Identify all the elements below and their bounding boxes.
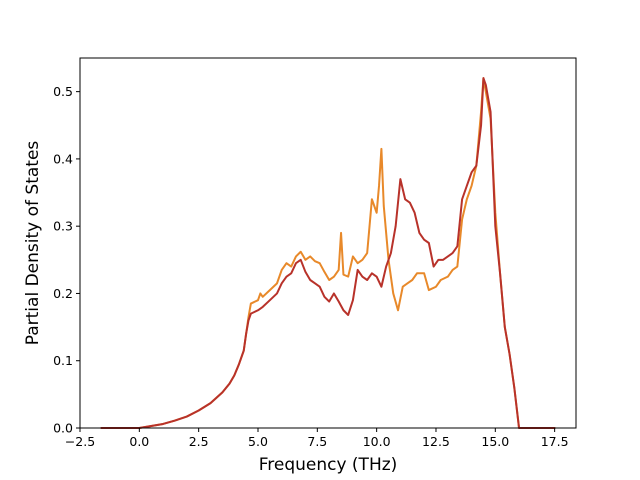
y-tick-label: 0.5 [53, 84, 73, 99]
x-tick-label: 15.0 [481, 434, 509, 449]
y-tick-label: 0.2 [53, 286, 73, 301]
y-axis-label: Partial Density of States [23, 141, 43, 346]
x-tick-label: 10.0 [363, 434, 391, 449]
series-line-1 [100, 77, 556, 429]
x-axis-label: Frequency (THz) [259, 455, 398, 475]
plot-frame [79, 57, 577, 429]
y-tick-label: 0.0 [53, 421, 73, 436]
x-tick-label: 12.5 [422, 434, 450, 449]
x-tick-label: −2.5 [65, 434, 95, 449]
x-tick-label: 7.5 [307, 434, 327, 449]
y-tick-label: 0.3 [53, 219, 73, 234]
y-tick-label: 0.1 [53, 353, 73, 368]
x-tick-label: 5.0 [248, 434, 268, 449]
y-tick-label: 0.4 [53, 151, 73, 166]
x-tick-label: 17.5 [541, 434, 569, 449]
y-axis: 0.0 0.1 0.2 0.3 0.4 0.5 [53, 84, 80, 436]
series-layer [100, 77, 556, 429]
x-axis: −2.5 0.0 2.5 5.0 7.5 10.0 12.5 15.0 17.5 [65, 428, 569, 449]
x-tick-label: 2.5 [189, 434, 209, 449]
x-tick-label: 0.0 [129, 434, 149, 449]
series-line-2 [100, 77, 556, 429]
